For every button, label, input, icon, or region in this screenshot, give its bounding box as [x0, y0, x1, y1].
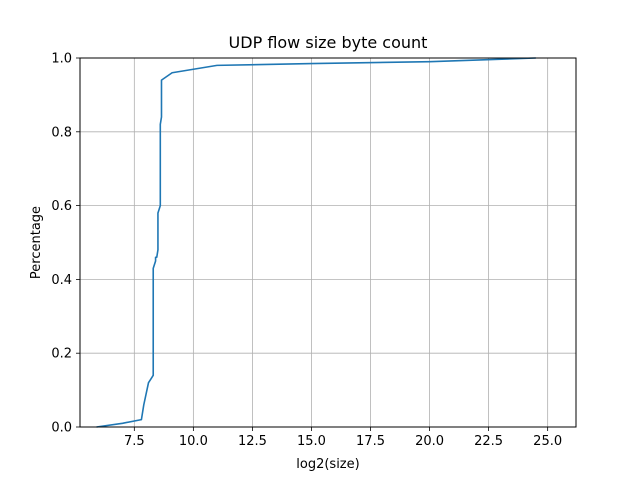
series-layer: [96, 57, 536, 428]
y-tick-label: 0.6: [51, 199, 72, 214]
y-tick-label: 1.0: [51, 52, 72, 67]
y-axis-label: Percentage: [29, 206, 44, 279]
x-tick-label: 25.0: [533, 434, 562, 449]
y-tick-label: 0.2: [51, 347, 72, 362]
y-tick-label: 0.8: [51, 125, 72, 140]
x-tick-label: 12.5: [238, 434, 267, 449]
x-axis: 7.5 10.0 12.5 15.0 17.5 20.0 22.5 25.0: [124, 427, 562, 449]
x-tick-label: 20.0: [415, 434, 444, 449]
plot-area-frame: [79, 57, 577, 428]
y-axis: 0.0 0.2 0.4 0.6 0.8 1.0: [51, 52, 80, 436]
x-tick-label: 22.5: [474, 434, 503, 449]
series-line: [96, 57, 536, 428]
chart-title: UDP flow size byte count: [229, 33, 428, 52]
x-tick-label: 17.5: [356, 434, 385, 449]
x-axis-label: log2(size): [296, 457, 359, 472]
x-tick-label: 10.0: [179, 434, 208, 449]
x-tick-label: 15.0: [297, 434, 326, 449]
y-tick-label: 0.0: [51, 421, 72, 436]
y-tick-label: 0.4: [51, 273, 72, 288]
x-tick-label: 7.5: [124, 434, 145, 449]
